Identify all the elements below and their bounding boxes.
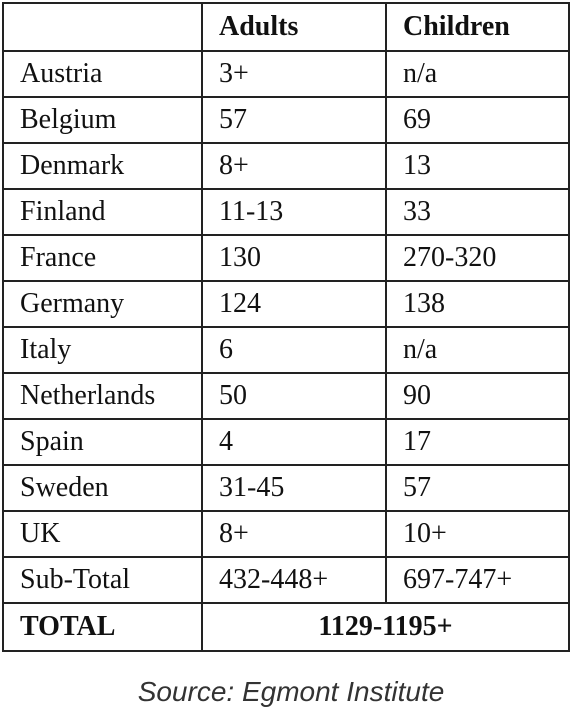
cell-country: France [2, 234, 203, 282]
table-row: Germany 124 138 [2, 280, 570, 328]
header-cell-children: Children [385, 2, 570, 52]
table-row: France 130 270-320 [2, 234, 570, 282]
cell-children: 697-747+ [385, 556, 570, 604]
cell-adults: 4 [201, 418, 387, 466]
cell-adults: 31-45 [201, 464, 387, 512]
source-caption: Source: Egmont Institute [137, 676, 445, 707]
table-row: Austria 3+ n/a [2, 50, 570, 98]
cell-country: Belgium [2, 96, 203, 144]
table-row: Sweden 31-45 57 [2, 464, 570, 512]
header-cell-adults: Adults [201, 2, 387, 52]
cell-children: 90 [385, 372, 570, 420]
header-cell-country [2, 2, 203, 52]
table-row: Italy 6 n/a [2, 326, 570, 374]
cell-adults: 6 [201, 326, 387, 374]
cell-country: Austria [2, 50, 203, 98]
table-row: Belgium 57 69 [2, 96, 570, 144]
table-row: Spain 4 17 [2, 418, 570, 466]
cell-children: 57 [385, 464, 570, 512]
total-row: TOTAL 1129-1195+ [2, 602, 570, 652]
cell-adults: 50 [201, 372, 387, 420]
cell-children: 138 [385, 280, 570, 328]
cell-country: Netherlands [2, 372, 203, 420]
cell-children: n/a [385, 50, 570, 98]
cell-children: 10+ [385, 510, 570, 558]
table-row: Finland 11-13 33 [2, 188, 570, 236]
table-row: UK 8+ 10+ [2, 510, 570, 558]
cell-children: 13 [385, 142, 570, 190]
table-body: Adults Children Austria 3+ n/a Belgium 57 69 D… [2, 2, 570, 652]
cell-country: Denmark [2, 142, 203, 190]
cell-adults: 57 [201, 96, 387, 144]
table-row: Sub-Total 432-448+ 697-747+ [2, 556, 570, 604]
cell-country: Sweden [2, 464, 203, 512]
cell-adults: 8+ [201, 142, 387, 190]
cell-children: n/a [385, 326, 570, 374]
table-row: Netherlands 50 90 [2, 372, 570, 420]
cell-country: Italy [2, 326, 203, 374]
cell-country: Finland [2, 188, 203, 236]
cell-children: 270-320 [385, 234, 570, 282]
total-value: 1129-1195+ [201, 602, 570, 652]
cell-adults: 8+ [201, 510, 387, 558]
cell-adults: 124 [201, 280, 387, 328]
table-row: Denmark 8+ 13 [2, 142, 570, 190]
header-row: Adults Children [2, 2, 570, 52]
cell-children: 69 [385, 96, 570, 144]
cell-country: UK [2, 510, 203, 558]
cell-country: Spain [2, 418, 203, 466]
data-table: Adults Children Austria 3+ n/a Belgium 57 69 D… [2, 2, 570, 652]
total-label: TOTAL [2, 602, 203, 652]
cell-country: Sub-Total [2, 556, 203, 604]
cell-adults: 130 [201, 234, 387, 282]
cell-adults: 11-13 [201, 188, 387, 236]
cell-children: 17 [385, 418, 570, 466]
cell-adults: 432-448+ [201, 556, 387, 604]
cell-children: 33 [385, 188, 570, 236]
cell-adults: 3+ [201, 50, 387, 98]
cell-country: Germany [2, 280, 203, 328]
